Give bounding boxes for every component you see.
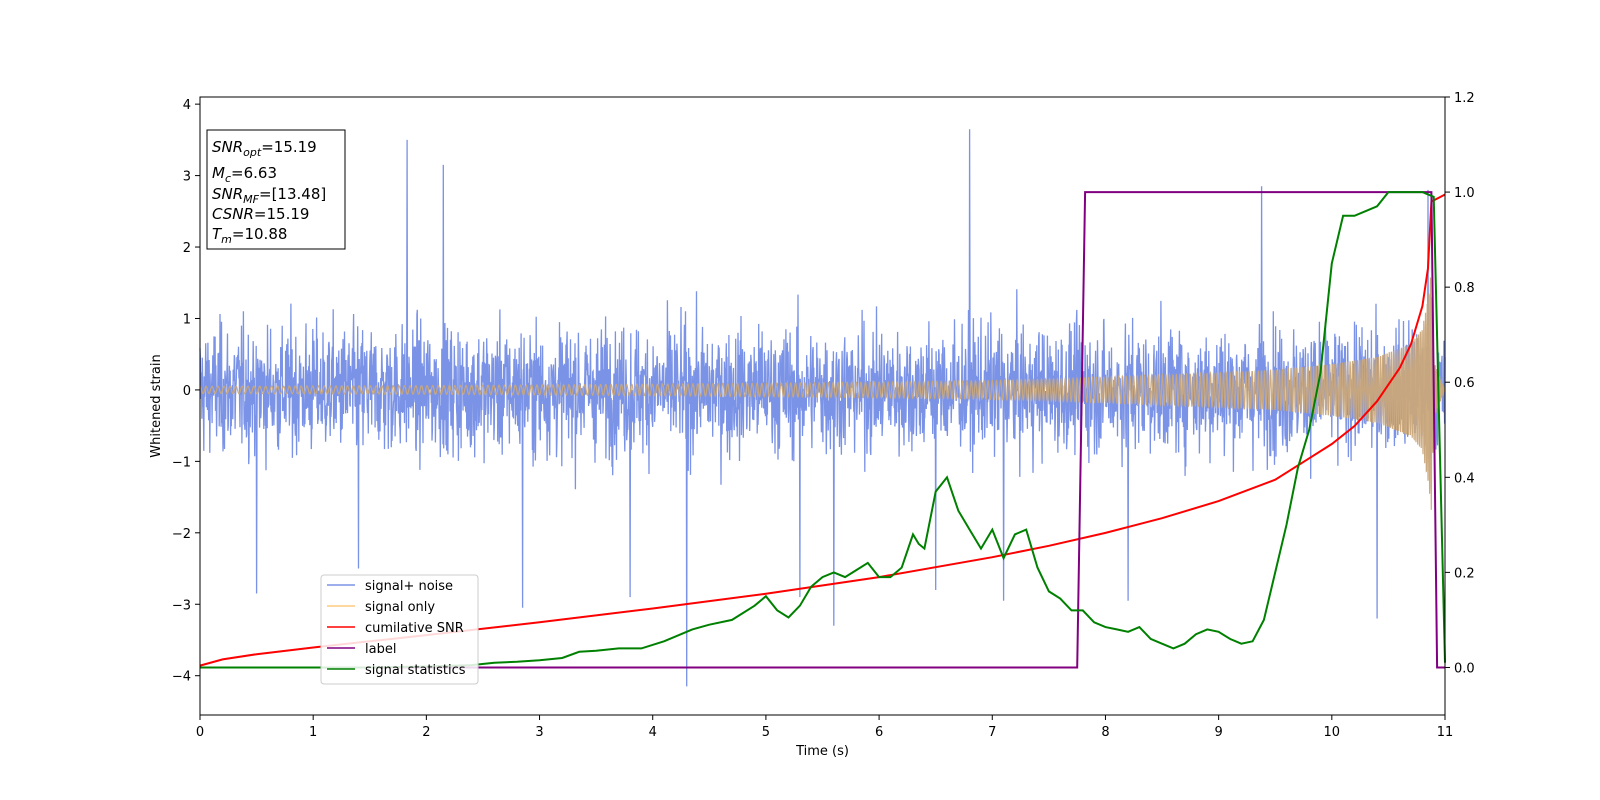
x-tick-label: 3 <box>535 725 543 740</box>
x-tick-label: 5 <box>762 725 770 740</box>
info-mc-value: =6.63 <box>231 164 277 182</box>
y-tick-label-right: 0.6 <box>1454 376 1475 391</box>
legend-label-signal-statistics: signal statistics <box>365 663 466 678</box>
y-tick-label-left: 0 <box>183 384 191 399</box>
info-snr-mf-value: =[13.48] <box>259 185 326 203</box>
info-box-frame <box>206 129 346 250</box>
y-axis-label: Whitened strain <box>149 354 164 457</box>
info-tm-base: T <box>212 225 223 243</box>
x-tick-label: 4 <box>649 725 657 740</box>
axes-frame <box>199 96 1446 716</box>
y-tick-label-left: 4 <box>183 98 191 113</box>
y-tick-label-right: 0.4 <box>1454 471 1475 486</box>
y-tick-label-left: 1 <box>183 312 191 327</box>
info-csnr-base: CSNR <box>212 205 254 223</box>
info-box: SNRopt=15.19 Mc=6.63 SNRMF=[13.48] CSNR=… <box>206 129 346 250</box>
y-tick-label-right: 0.0 <box>1454 661 1475 676</box>
x-tick-label: 9 <box>1214 725 1222 740</box>
series-signal-noise <box>199 129 1446 687</box>
x-tick-label: 1 <box>309 725 317 740</box>
x-tick-label: 6 <box>875 725 883 740</box>
info-tm-sub: m <box>221 233 232 246</box>
info-mc-sub: c <box>225 172 231 185</box>
x-tick-label: 10 <box>1324 725 1341 740</box>
info-snr-opt: SNRopt=15.19 <box>212 138 317 159</box>
info-tm: Tm=10.88 <box>212 225 287 246</box>
info-mc: Mc=6.63 <box>212 164 277 185</box>
y-tick-label-left: −3 <box>172 598 191 613</box>
legend-label-label: label <box>365 642 396 657</box>
info-snr-opt-base: SNR <box>212 138 243 156</box>
x-tick-label: 7 <box>988 725 996 740</box>
x-tick-label: 0 <box>196 725 204 740</box>
info-snr-mf: SNRMF=[13.48] <box>212 185 326 206</box>
y-tick-label-left: 3 <box>183 170 191 185</box>
y-tick-label-left: −4 <box>172 670 191 685</box>
info-csnr: CSNR=15.19 <box>212 205 309 223</box>
y-tick-label-right: 0.2 <box>1454 566 1475 581</box>
legend-label-cumilative-snr: cumilative SNR <box>365 621 464 636</box>
legend-frame <box>320 574 479 685</box>
legend: signal+ noise signal only cumilative SNR… <box>320 574 479 685</box>
x-tick-label: 2 <box>422 725 430 740</box>
info-snr-opt-sub: opt <box>243 146 262 159</box>
info-snr-mf-base: SNR <box>212 185 243 203</box>
series-signal-statistics <box>200 191 1446 669</box>
y-tick-label-right: 1.2 <box>1454 91 1475 106</box>
ticks: 0 1 2 3 4 5 6 7 8 9 10 11 −4 −3 −2 −1 0 1 2 3 4 0.0 0.2 0.4 0.6 0… <box>172 91 1475 740</box>
info-tm-value: =10.88 <box>232 225 288 243</box>
y-tick-label-right: 1.0 <box>1454 186 1475 201</box>
legend-label-signal-noise: signal+ noise <box>365 579 453 594</box>
legend-label-signal-only: signal only <box>365 600 435 615</box>
info-snr-mf-sub: MF <box>243 193 259 206</box>
y-tick-label-left: −2 <box>172 527 191 542</box>
y-tick-label-left: −1 <box>172 455 191 470</box>
series-signal-only <box>199 277 1446 510</box>
y-tick-label-left: 2 <box>183 241 191 256</box>
series-label <box>200 191 1445 669</box>
info-snr-opt-value: =15.19 <box>261 138 317 156</box>
x-axis-label: Time (s) <box>795 744 849 759</box>
x-tick-label: 11 <box>1437 725 1454 740</box>
info-mc-base: M <box>212 164 225 182</box>
y-tick-label-right: 0.8 <box>1454 281 1475 296</box>
x-tick-label: 8 <box>1101 725 1109 740</box>
info-csnr-value: =15.19 <box>254 205 310 223</box>
